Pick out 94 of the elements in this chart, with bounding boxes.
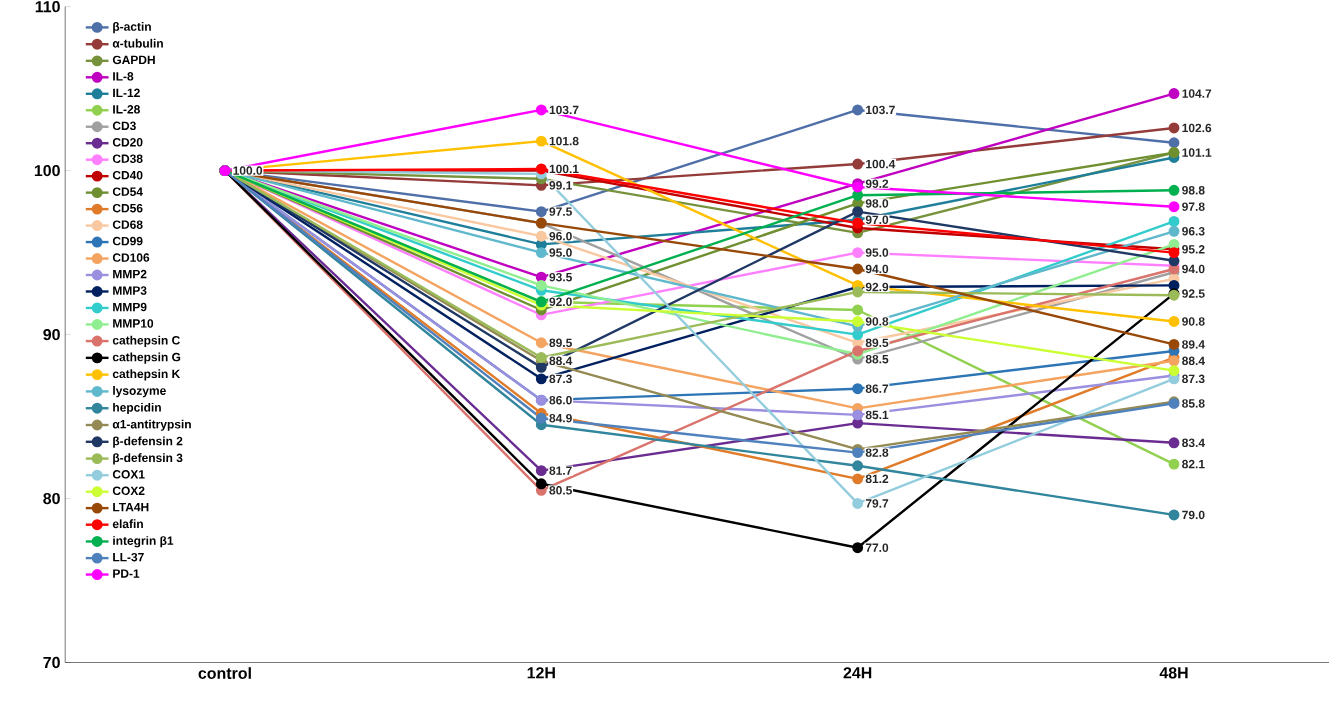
- data-label: 93.5: [549, 273, 572, 282]
- data-label: 82.1: [1182, 460, 1205, 469]
- y-tick-label: 90: [43, 329, 60, 341]
- data-label: 80.5: [549, 486, 572, 495]
- legend-label: PD-1: [113, 569, 140, 578]
- data-label: 88.4: [549, 356, 573, 366]
- data-label: 90.8: [865, 317, 889, 326]
- data-label: 79.0: [1182, 510, 1205, 520]
- data-label: 88.5: [865, 355, 889, 364]
- x-tick-label: 24H: [843, 667, 872, 679]
- data-label: 82.8: [865, 448, 889, 458]
- data-label: 101.1: [1182, 148, 1212, 157]
- x-tick-label: 48H: [1159, 667, 1188, 679]
- data-label: 87.3: [1182, 374, 1205, 384]
- data-label: 95.2: [1182, 245, 1205, 254]
- data-label: 103.7: [549, 105, 579, 115]
- data-label: 92.0: [549, 297, 572, 307]
- data-label: 103.7: [866, 105, 895, 115]
- legend-label: LTA4H: [113, 503, 149, 512]
- legend-label: MMP10: [113, 319, 154, 328]
- legend-label: CD106: [112, 253, 150, 262]
- data-label: 88.4: [1182, 356, 1205, 366]
- legend-label: β-defensin 3: [113, 453, 183, 465]
- legend-label: hepcidin: [113, 403, 161, 415]
- data-label: 97.8: [1182, 202, 1205, 212]
- legend-label: COX1: [112, 470, 145, 479]
- legend-label: CD38: [112, 154, 143, 164]
- legend-label: CD99: [112, 237, 143, 246]
- legend-label: IL-28: [113, 105, 140, 114]
- legend-label: GAPDH: [112, 55, 155, 65]
- legend-label: LL-37: [113, 553, 144, 562]
- data-label: 98.0: [865, 199, 889, 208]
- data-label: 97.0: [865, 215, 889, 225]
- x-tick-label: control: [198, 667, 251, 680]
- legend-label: IL-12: [113, 88, 140, 98]
- y-tick-label: 110: [35, 1, 60, 13]
- data-label: 95.0: [549, 248, 572, 257]
- data-label: 100.4: [866, 159, 896, 169]
- legend-label: CD40: [112, 171, 143, 180]
- legend-label: lysozyme: [113, 386, 166, 398]
- data-label: 89.5: [549, 338, 572, 348]
- data-label: 83.4: [1182, 438, 1205, 448]
- x-tick-label: 12H: [527, 667, 555, 679]
- data-label: 84.9: [549, 414, 572, 423]
- legend-label: CD68: [112, 220, 143, 230]
- legend-label: α-tubulin: [112, 39, 163, 48]
- data-label: 92.5: [1182, 289, 1205, 298]
- data-label: 89.4: [1182, 340, 1205, 349]
- data-label: 104.7: [1182, 89, 1212, 98]
- data-label: 99.1: [549, 181, 572, 190]
- legend-label: CD54: [112, 187, 143, 197]
- data-label: 98.8: [1182, 186, 1205, 195]
- legend-label: β-actin: [113, 22, 151, 34]
- legend-label: CD56: [112, 204, 143, 213]
- data-label: 99.2: [865, 179, 889, 189]
- data-label: 95.0: [865, 248, 889, 257]
- legend-label: MMP3: [113, 286, 147, 295]
- data-label: 89.5: [865, 338, 889, 348]
- data-label: 90.8: [1182, 317, 1205, 326]
- data-label: 77.0: [865, 543, 889, 553]
- y-tick-label: 80: [43, 493, 60, 505]
- legend-label: cathepsin C: [112, 335, 180, 348]
- data-label: 79.7: [865, 499, 889, 508]
- y-tick-label: 70: [43, 656, 60, 669]
- data-label: 102.6: [1182, 123, 1212, 133]
- data-label: 94.0: [1182, 264, 1205, 274]
- data-label: 81.7: [549, 466, 572, 476]
- legend-label: COX2: [112, 486, 145, 496]
- data-label: 81.2: [865, 474, 889, 484]
- legend-label: β-defensin 2: [113, 436, 183, 448]
- data-label: 101.8: [549, 136, 579, 146]
- data-label: 85.1: [865, 410, 889, 420]
- legend-label: cathepsin K: [112, 369, 181, 381]
- data-label: 96.3: [1182, 227, 1205, 236]
- data-label: 100.0: [233, 166, 263, 175]
- data-label: 97.5: [549, 207, 572, 216]
- legend-label: CD20: [112, 138, 143, 147]
- legend-label: elafin: [112, 519, 143, 529]
- legend-label: MMP9: [113, 302, 147, 312]
- legend-label: CD3: [112, 121, 136, 131]
- legend-label: integrin β1: [113, 536, 174, 548]
- y-tick-label: 100: [34, 165, 60, 177]
- legend-label: IL-8: [113, 72, 134, 81]
- data-label: 86.0: [549, 396, 572, 405]
- legend-label: α1-antitrypsin: [112, 419, 191, 431]
- legend-label: MMP2: [113, 269, 147, 279]
- data-label: 85.8: [1182, 399, 1205, 408]
- data-label: 86.7: [865, 384, 889, 394]
- legend-label: cathepsin G: [112, 352, 181, 364]
- data-label: 96.0: [549, 232, 572, 241]
- data-label: 87.3: [549, 374, 572, 384]
- data-label: 92.9: [865, 282, 889, 292]
- data-label: 94.0: [865, 264, 889, 274]
- data-label: 100.1: [549, 164, 579, 174]
